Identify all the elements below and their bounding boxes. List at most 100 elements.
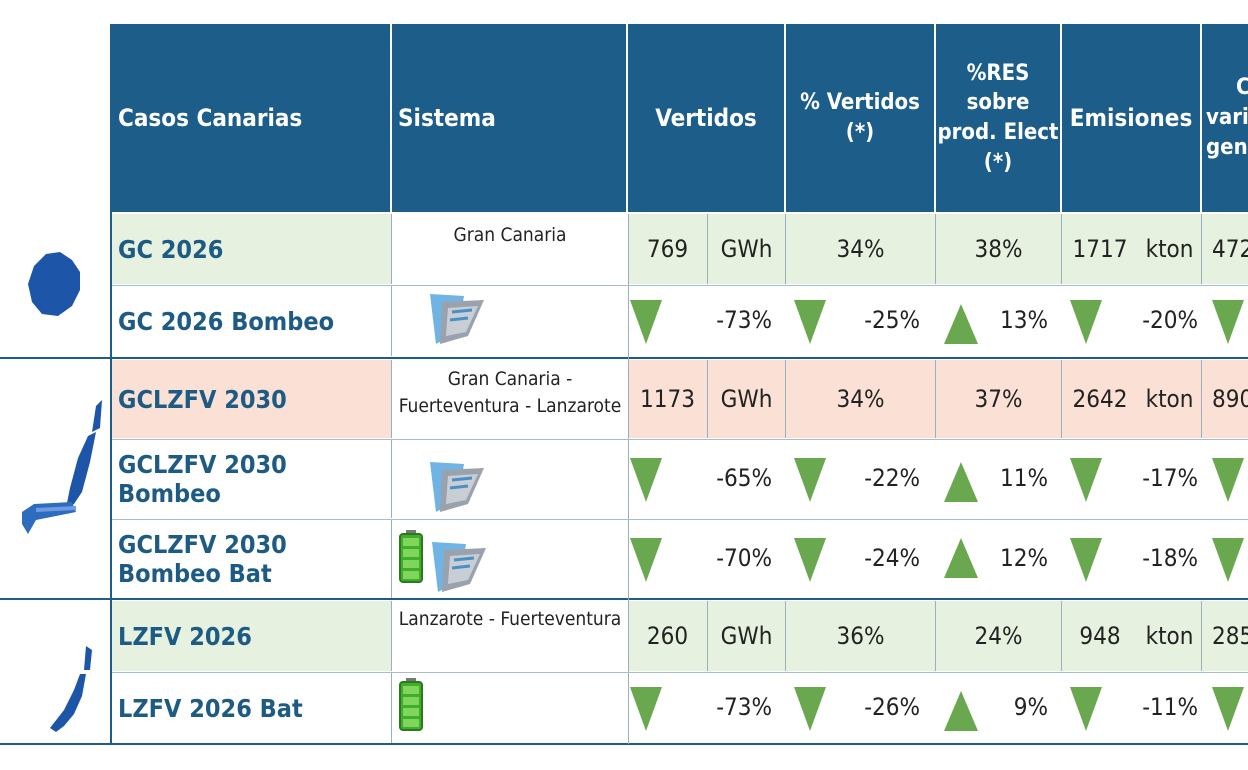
row-gclzfv2030-last: 890 bbox=[1202, 360, 1248, 438]
vert-unit: GWh bbox=[720, 235, 773, 263]
header-sistema: Sistema bbox=[392, 24, 628, 212]
arrow-down-triangle-icon bbox=[630, 458, 662, 502]
arrow-down-triangle-icon bbox=[630, 300, 662, 344]
last-value: 890 bbox=[1212, 385, 1248, 413]
vert-value: 260 bbox=[646, 622, 689, 650]
header-pct-vertidos-label: % Vertidos (*) bbox=[800, 90, 920, 145]
vert-value: 769 bbox=[646, 235, 689, 263]
header-sistema-label: Sistema bbox=[398, 103, 496, 132]
section-separator-2 bbox=[0, 598, 1248, 600]
sistema-gclzfv-line2: Fuerteventura - Lanzarote bbox=[398, 394, 622, 417]
pct-vert-value: 34% bbox=[836, 385, 885, 413]
sistema-lzfv-label: Lanzarote - Fuerteventura bbox=[398, 608, 622, 630]
row-lzfv2026-emis: 948 bbox=[1062, 601, 1138, 671]
battery-icon bbox=[399, 678, 423, 731]
sistema-gclzfv-line1: Gran Canaria - bbox=[447, 368, 573, 390]
row-gclzfv2030bombeobat-case: GCLZFV 2030 Bombeo Bat bbox=[112, 520, 392, 598]
row-gc2026bombeo-values: -73% -25% 13% -20% bbox=[628, 286, 1248, 356]
case-name: GCLZFV 2030 Bombeo Bat bbox=[118, 530, 287, 588]
row-gclzfv2030-case: GCLZFV 2030 bbox=[112, 360, 392, 438]
row-divider bbox=[112, 285, 1248, 286]
row-gclzfv2030bombeo-case: GCLZFV 2030 Bombeo bbox=[112, 440, 392, 518]
row-lzfv2026-res: 24% bbox=[936, 601, 1062, 671]
row-gc2026-vert-value: 769 bbox=[628, 214, 708, 284]
table-left-border bbox=[110, 24, 112, 744]
row-gc2026-last: 472 bbox=[1202, 214, 1248, 284]
res-delta: 11% bbox=[1000, 464, 1048, 492]
arrow-down-triangle-icon bbox=[1212, 687, 1244, 731]
emis-unit: kton bbox=[1145, 385, 1194, 413]
section-separator-1 bbox=[0, 357, 1248, 359]
row-lzfv2026-case: LZFV 2026 bbox=[112, 601, 392, 671]
vert-value: 1173 bbox=[640, 385, 695, 413]
row-gc2026-case: GC 2026 bbox=[112, 214, 392, 284]
row-gclzfv2030-emis-unit: kton bbox=[1138, 360, 1202, 438]
arrow-up-triangle-icon bbox=[944, 304, 978, 344]
emis-unit: kton bbox=[1145, 622, 1194, 650]
row-gc2026bombeo-case: GC 2026 Bombeo bbox=[112, 286, 392, 356]
header-pct-vertidos: % Vertidos (*) bbox=[786, 24, 936, 212]
vert-unit: GWh bbox=[720, 385, 773, 413]
case-name: GC 2026 bbox=[118, 234, 224, 264]
case-name: LZFV 2026 bbox=[118, 621, 252, 651]
sistema-col-border bbox=[628, 214, 629, 744]
res-value: 24% bbox=[974, 622, 1023, 650]
emis-value: 2642 bbox=[1072, 385, 1128, 413]
row-gclzfv2030-emis: 2642 bbox=[1062, 360, 1138, 438]
arrow-down-triangle-icon bbox=[794, 458, 826, 502]
pct-vert-delta: -25% bbox=[864, 306, 920, 334]
sistema-gc: Gran Canaria bbox=[392, 222, 628, 249]
arrow-down-triangle-icon bbox=[630, 538, 662, 582]
res-value: 37% bbox=[974, 385, 1023, 413]
lzfv-map-icon bbox=[50, 646, 92, 732]
res-delta: 13% bbox=[1000, 306, 1048, 334]
header-res-line2: sobre bbox=[966, 90, 1030, 116]
row-gclzfv2030-vert-value: 1173 bbox=[628, 360, 708, 438]
res-delta: 9% bbox=[1013, 693, 1048, 721]
pumped-hydro-dam-icon bbox=[430, 294, 484, 344]
arrow-up-triangle-icon bbox=[944, 691, 978, 731]
emis-unit: kton bbox=[1145, 235, 1194, 263]
header-last-line1: C bbox=[1236, 75, 1248, 101]
row-lzfv2026-vert-value: 260 bbox=[628, 601, 708, 671]
row-lzfv2026bat-values: -73% -26% 9% -11% bbox=[628, 673, 1248, 743]
header-vertidos: Vertidos bbox=[628, 24, 786, 212]
last-value: 285 bbox=[1212, 622, 1248, 650]
row-lzfv2026bat-case: LZFV 2026 Bat bbox=[112, 673, 392, 743]
pumped-hydro-dam-icon bbox=[430, 462, 484, 512]
header-res-line3: prod. Elect bbox=[937, 120, 1059, 145]
arrow-up-triangle-icon bbox=[944, 538, 978, 578]
emis-delta: -17% bbox=[1142, 464, 1198, 492]
res-value: 38% bbox=[974, 235, 1023, 263]
header-last-line3: gene bbox=[1206, 134, 1248, 160]
pct-vert-value: 34% bbox=[836, 235, 885, 263]
pct-vert-delta: -24% bbox=[864, 544, 920, 572]
section-separator-3 bbox=[0, 743, 1248, 745]
case-name: GCLZFV 2030 Bombeo bbox=[118, 450, 287, 508]
header-last: C vari gene bbox=[1202, 24, 1248, 212]
row-gclzfv2030-vert-unit: GWh bbox=[708, 360, 786, 438]
row-gclzfv2030bombeo-values: -65% -22% 11% -17% bbox=[628, 440, 1248, 518]
vert-delta: -70% bbox=[716, 544, 772, 572]
res-delta: 12% bbox=[1000, 544, 1048, 572]
row-gc2026-vert-unit: GWh bbox=[708, 214, 786, 284]
row-divider bbox=[112, 672, 1248, 673]
pumped-hydro-dam-icon bbox=[432, 542, 486, 592]
header-vertidos-label: Vertidos bbox=[655, 103, 757, 132]
case-name: GC 2026 Bombeo bbox=[118, 306, 335, 336]
emis-value: 1717 bbox=[1072, 235, 1128, 263]
row-gc2026-res: 38% bbox=[936, 214, 1062, 284]
arrow-down-triangle-icon bbox=[794, 538, 826, 582]
vert-delta: -73% bbox=[716, 306, 772, 334]
emis-delta: -11% bbox=[1142, 693, 1198, 721]
row-lzfv2026-pct-vert: 36% bbox=[786, 601, 936, 671]
arrow-down-triangle-icon bbox=[794, 687, 826, 731]
row-gclzfv2030bombeobat-values: -70% -24% 12% -18% bbox=[628, 520, 1248, 598]
header-res-line1: %RES bbox=[966, 60, 1030, 86]
vert-delta: -73% bbox=[716, 693, 772, 721]
vert-delta: -65% bbox=[716, 464, 772, 492]
arrow-down-triangle-icon bbox=[1070, 538, 1102, 582]
arrow-down-triangle-icon bbox=[1212, 300, 1244, 344]
arrow-down-triangle-icon bbox=[1212, 458, 1244, 502]
header-emisiones-label: Emisiones bbox=[1069, 103, 1193, 132]
